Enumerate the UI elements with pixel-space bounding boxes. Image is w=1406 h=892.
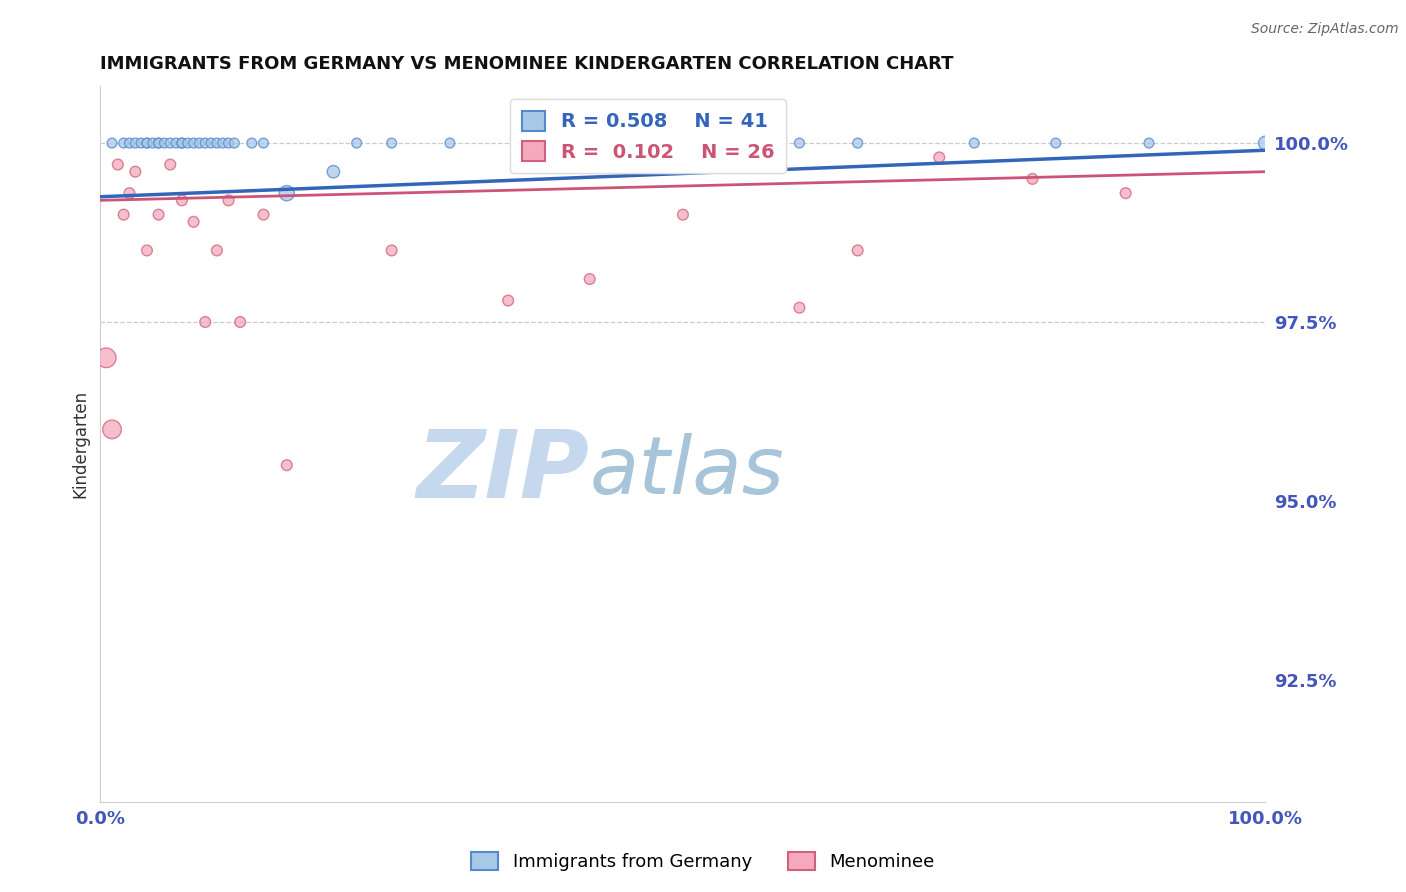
Legend: Immigrants from Germany, Menominee: Immigrants from Germany, Menominee xyxy=(464,845,942,879)
Point xyxy=(229,315,252,329)
Point xyxy=(1115,186,1137,201)
Point xyxy=(148,136,170,150)
Point xyxy=(194,315,217,329)
Text: Source: ZipAtlas.com: Source: ZipAtlas.com xyxy=(1251,22,1399,37)
Point xyxy=(200,136,222,150)
Point xyxy=(124,164,146,178)
Point xyxy=(276,186,298,201)
Point xyxy=(205,136,228,150)
Point xyxy=(96,351,118,365)
Point xyxy=(496,293,519,308)
Point xyxy=(124,136,146,150)
Point xyxy=(789,136,811,150)
Text: ZIP: ZIP xyxy=(416,426,589,518)
Point xyxy=(218,136,240,150)
Y-axis label: Kindergarten: Kindergarten xyxy=(72,390,89,498)
Point xyxy=(205,244,228,258)
Point xyxy=(346,136,368,150)
Point xyxy=(136,244,159,258)
Text: atlas: atlas xyxy=(589,434,785,511)
Point xyxy=(695,136,717,150)
Point xyxy=(846,136,869,150)
Point xyxy=(159,157,181,171)
Text: IMMIGRANTS FROM GERMANY VS MENOMINEE KINDERGARTEN CORRELATION CHART: IMMIGRANTS FROM GERMANY VS MENOMINEE KIN… xyxy=(100,55,953,73)
Point xyxy=(142,136,165,150)
Point xyxy=(183,136,205,150)
Point xyxy=(381,244,404,258)
Point xyxy=(252,208,274,222)
Point xyxy=(963,136,986,150)
Point xyxy=(1254,136,1277,150)
Point xyxy=(101,136,124,150)
Point xyxy=(1137,136,1160,150)
Point xyxy=(928,150,950,164)
Point xyxy=(252,136,274,150)
Point xyxy=(520,136,543,150)
Point xyxy=(381,136,404,150)
Point xyxy=(672,208,695,222)
Point xyxy=(322,164,344,178)
Point xyxy=(578,272,600,286)
Point xyxy=(1021,172,1043,186)
Legend: R = 0.508    N = 41, R =  0.102    N = 26: R = 0.508 N = 41, R = 0.102 N = 26 xyxy=(510,99,786,173)
Point xyxy=(211,136,233,150)
Point xyxy=(112,136,135,150)
Point xyxy=(170,194,193,208)
Point xyxy=(112,208,135,222)
Point xyxy=(177,136,200,150)
Point xyxy=(136,136,159,150)
Point xyxy=(789,301,811,315)
Point xyxy=(118,186,141,201)
Point xyxy=(136,136,159,150)
Point xyxy=(578,136,600,150)
Point xyxy=(170,136,193,150)
Point xyxy=(613,136,636,150)
Point xyxy=(101,422,124,436)
Point xyxy=(170,136,193,150)
Point xyxy=(846,244,869,258)
Point xyxy=(148,208,170,222)
Point xyxy=(1045,136,1067,150)
Point xyxy=(148,136,170,150)
Point xyxy=(153,136,176,150)
Point xyxy=(224,136,246,150)
Point xyxy=(129,136,152,150)
Point xyxy=(183,215,205,229)
Point xyxy=(188,136,211,150)
Point xyxy=(194,136,217,150)
Point xyxy=(276,458,298,473)
Point xyxy=(240,136,263,150)
Point xyxy=(165,136,187,150)
Point xyxy=(118,136,141,150)
Point xyxy=(107,157,129,171)
Point xyxy=(218,194,240,208)
Point xyxy=(159,136,181,150)
Point xyxy=(439,136,461,150)
